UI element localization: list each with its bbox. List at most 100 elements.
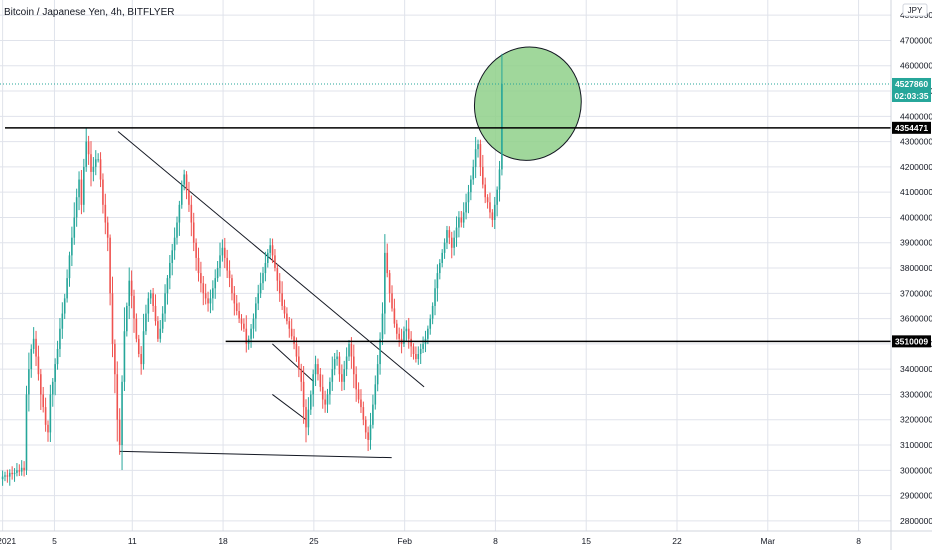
candle-body bbox=[222, 248, 224, 256]
candle-body bbox=[93, 167, 95, 172]
candle-body bbox=[128, 281, 130, 306]
candle-body bbox=[312, 374, 314, 394]
candle-body bbox=[351, 344, 353, 357]
candle-body bbox=[50, 394, 52, 432]
candle-body bbox=[62, 314, 64, 329]
y-tick-label: 3200000 bbox=[900, 415, 932, 425]
candle-body bbox=[300, 369, 302, 382]
candle-body bbox=[52, 382, 54, 395]
candle-body bbox=[360, 400, 362, 408]
candle-body bbox=[138, 339, 140, 354]
candle-body bbox=[152, 293, 154, 306]
currency-label: JPY bbox=[908, 6, 923, 15]
candle-body bbox=[4, 475, 6, 476]
candle-body bbox=[45, 407, 47, 425]
y-tick-label: 4200000 bbox=[900, 162, 932, 172]
y-tick-label: 4400000 bbox=[900, 111, 932, 121]
candle-body bbox=[21, 468, 23, 472]
candle-body bbox=[121, 382, 123, 445]
candle-body bbox=[386, 253, 388, 273]
candle-body bbox=[293, 336, 295, 344]
candle-body bbox=[420, 349, 422, 354]
candle-body bbox=[410, 339, 412, 347]
candle-body bbox=[155, 306, 157, 321]
candle-body bbox=[272, 245, 274, 255]
candle-body bbox=[217, 268, 219, 278]
candle-body bbox=[181, 185, 183, 205]
candle-body bbox=[169, 263, 171, 278]
candle-body bbox=[66, 278, 68, 298]
candle-body bbox=[365, 420, 367, 433]
candle-body bbox=[126, 306, 128, 331]
candle-body bbox=[458, 217, 460, 227]
candle-body bbox=[492, 212, 494, 220]
candle-body bbox=[472, 167, 474, 180]
candle-body bbox=[207, 298, 209, 303]
candle-body bbox=[343, 369, 345, 382]
last-price-label: 4527860 bbox=[895, 79, 928, 89]
candle-body bbox=[496, 190, 498, 205]
candle-body bbox=[229, 271, 231, 279]
x-tick-label: 11 bbox=[128, 536, 137, 546]
candle-body bbox=[374, 384, 376, 404]
candle-body bbox=[47, 425, 49, 433]
candle-body bbox=[16, 470, 18, 473]
candle-body bbox=[291, 329, 293, 337]
candle-body bbox=[157, 321, 159, 339]
candle-body bbox=[105, 205, 107, 223]
candle-body bbox=[348, 344, 350, 357]
candle-body bbox=[274, 255, 276, 268]
candle-body bbox=[241, 319, 243, 324]
candle-body bbox=[64, 298, 66, 313]
candle-body bbox=[9, 473, 11, 477]
candle-body bbox=[133, 296, 135, 319]
candle-body bbox=[281, 293, 283, 306]
candle-body bbox=[119, 420, 121, 445]
candle-body bbox=[501, 84, 503, 169]
candle-body bbox=[159, 329, 161, 339]
candle-body bbox=[143, 331, 145, 364]
candle-body bbox=[14, 473, 16, 474]
candle-body bbox=[40, 374, 42, 394]
candle-body bbox=[7, 475, 9, 476]
candle-body bbox=[446, 230, 448, 243]
candle-body bbox=[303, 382, 305, 407]
y-tick-label: 4100000 bbox=[900, 187, 932, 197]
candle-body bbox=[434, 288, 436, 306]
candle-body bbox=[81, 180, 83, 205]
candle-body bbox=[2, 477, 4, 480]
candle-body bbox=[171, 250, 173, 263]
candle-body bbox=[23, 468, 25, 471]
candle-body bbox=[475, 149, 477, 167]
candle-body bbox=[54, 364, 56, 382]
candle-body bbox=[456, 228, 458, 238]
candle-body bbox=[427, 329, 429, 339]
candle-body bbox=[449, 230, 451, 238]
candle-body bbox=[183, 174, 185, 184]
candle-body bbox=[437, 273, 439, 288]
candle-body bbox=[131, 281, 133, 296]
candle-body bbox=[73, 217, 75, 237]
candle-body bbox=[494, 205, 496, 220]
y-tick-label: 3400000 bbox=[900, 364, 932, 374]
candle-body bbox=[279, 281, 281, 294]
candle-body bbox=[310, 394, 312, 409]
candle-body bbox=[224, 248, 226, 258]
candle-body bbox=[26, 394, 28, 470]
candle-body bbox=[389, 273, 391, 293]
candle-body bbox=[465, 202, 467, 212]
candle-body bbox=[441, 253, 443, 263]
candle-body bbox=[69, 255, 71, 278]
candle-body bbox=[212, 288, 214, 298]
candle-body bbox=[265, 263, 267, 273]
candle-body bbox=[315, 364, 317, 374]
candle-body bbox=[150, 293, 152, 298]
candle-body bbox=[195, 243, 197, 258]
candle-body bbox=[324, 400, 326, 405]
chart-title: Bitcoin / Japanese Yen, 4h, BITFLYER bbox=[4, 7, 174, 18]
candle-body bbox=[370, 425, 372, 440]
candle-body bbox=[329, 382, 331, 395]
candle-body bbox=[355, 374, 357, 389]
